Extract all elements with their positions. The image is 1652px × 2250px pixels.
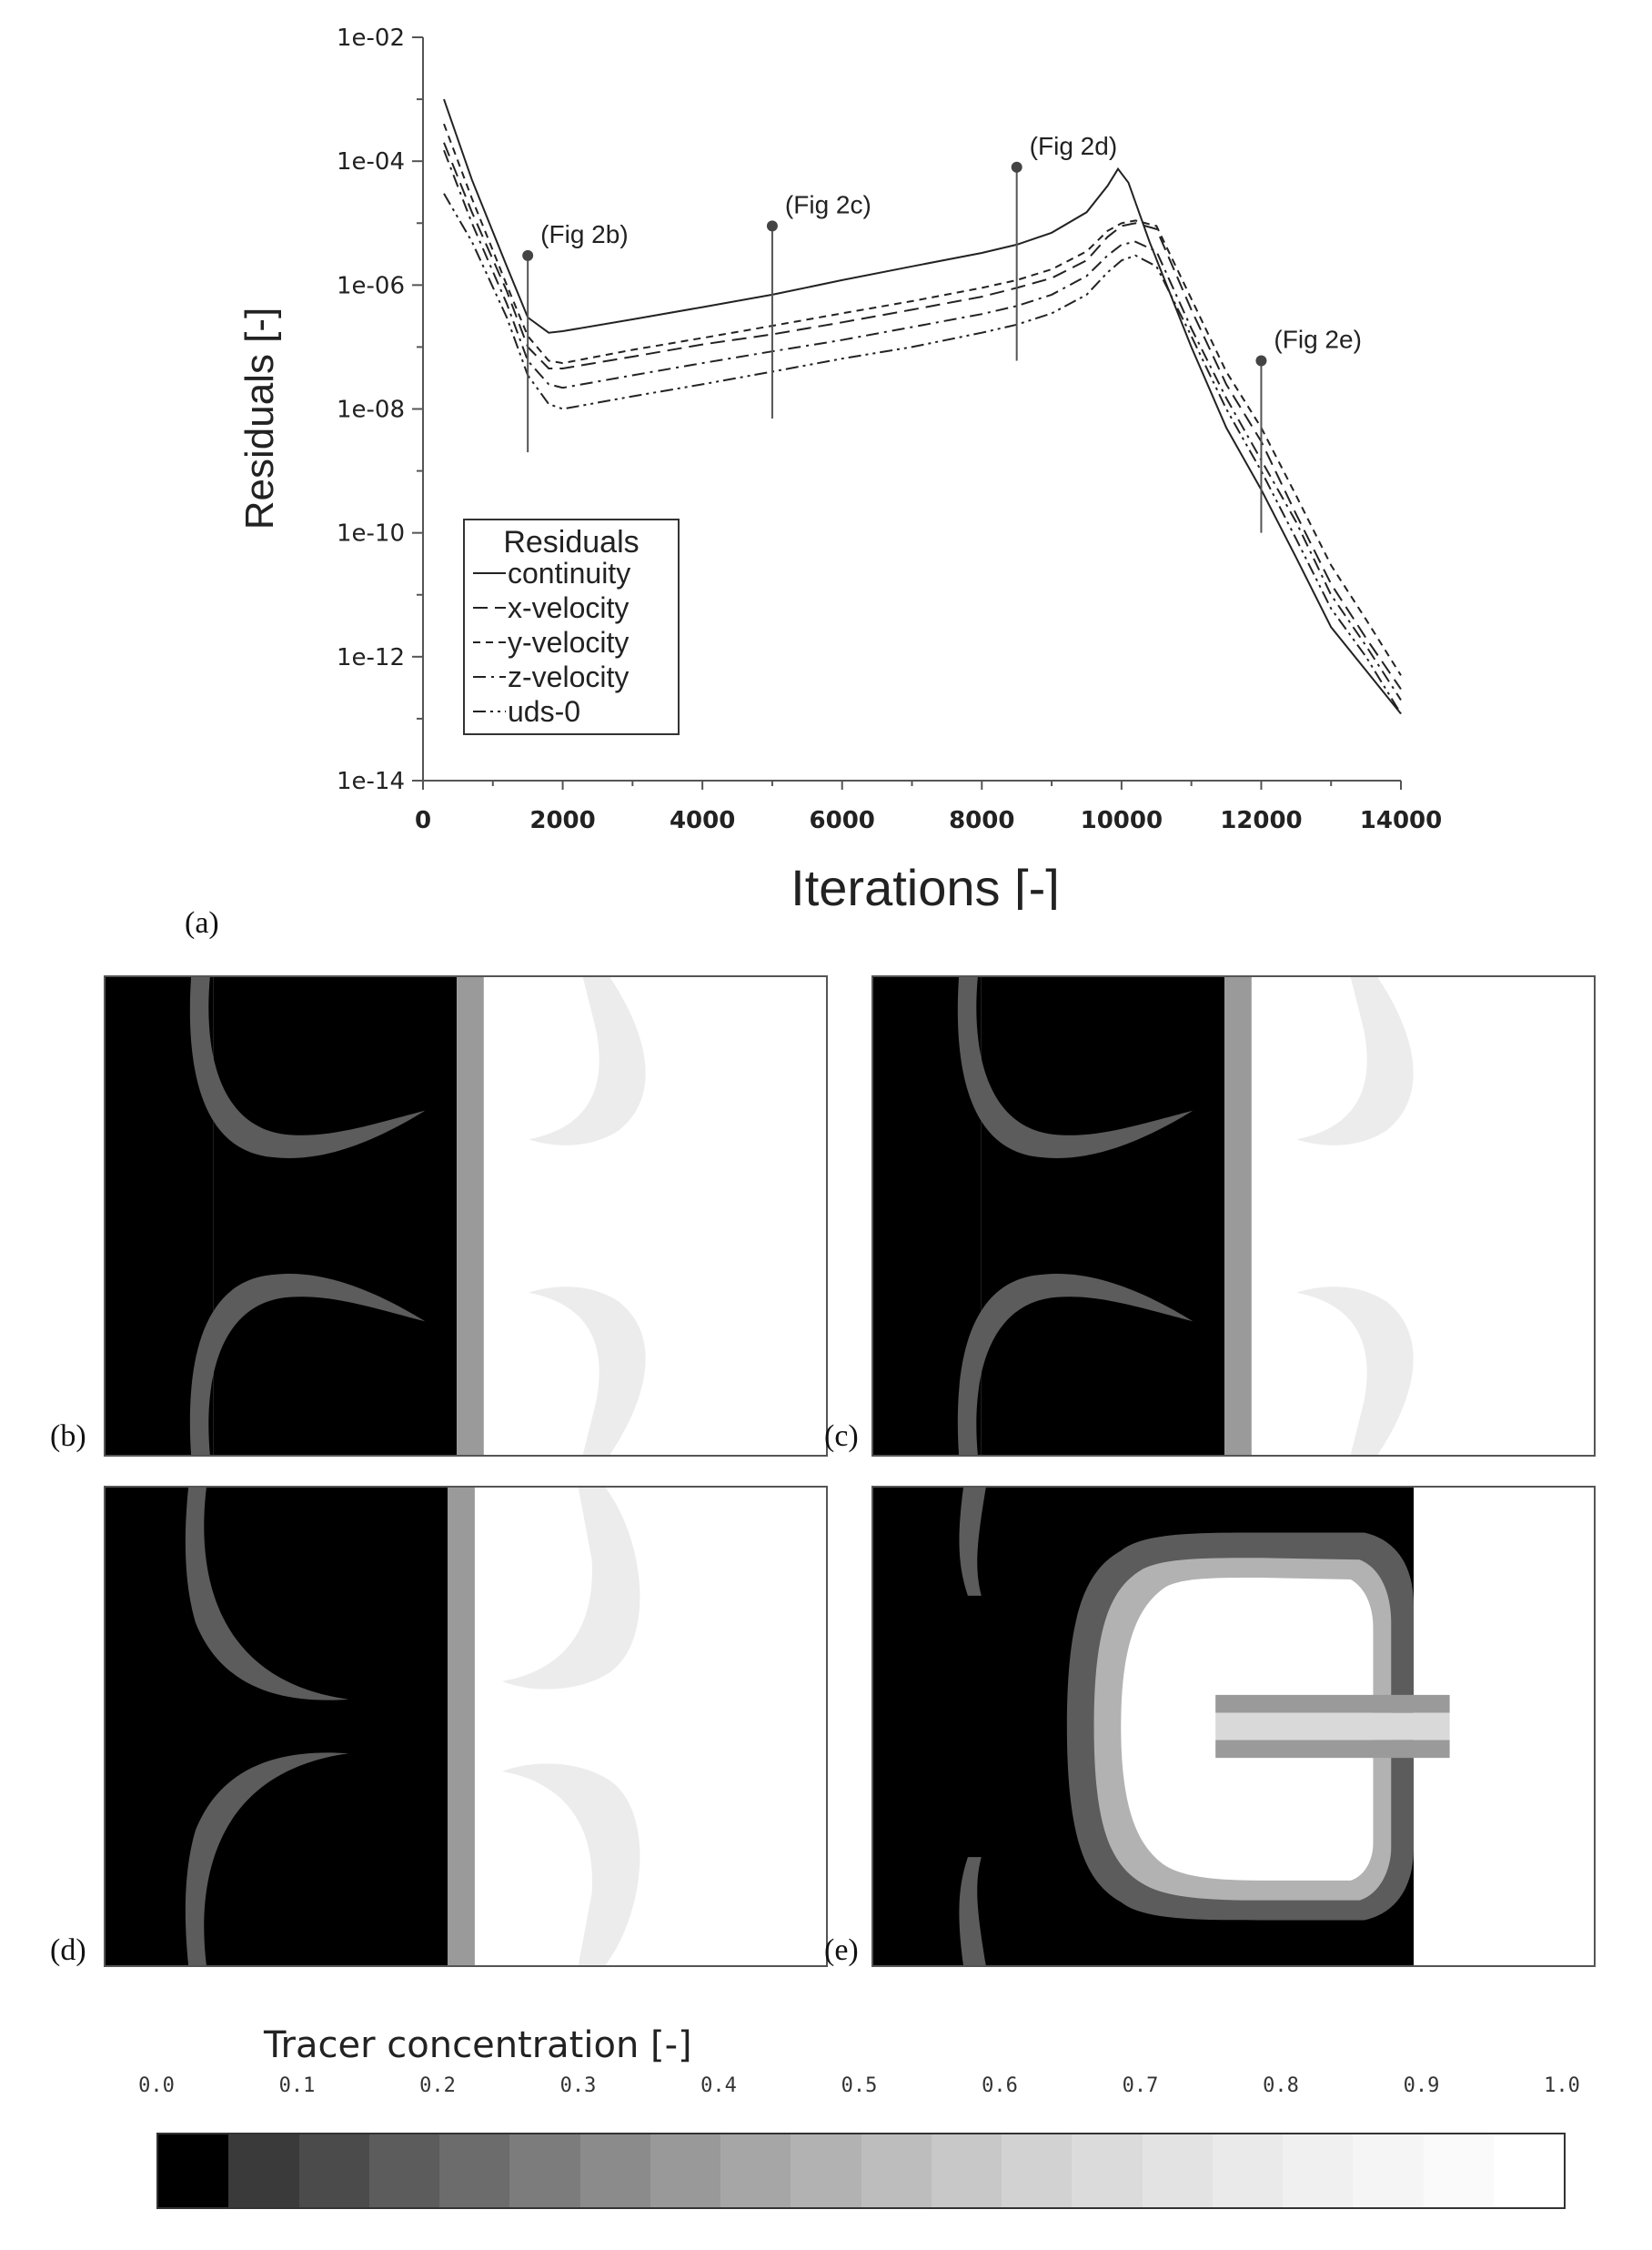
colorbar-segment [791, 2134, 861, 2207]
colorbar-segment [439, 2134, 510, 2207]
colorbar-segment [861, 2134, 932, 2207]
panel-label-b: (b) [50, 1419, 86, 1453]
colorbar-tick-label: 0.8 [1263, 2074, 1299, 2097]
colorbar-tick-label: 0.5 [841, 2074, 878, 2097]
contour-panel-d [104, 1486, 828, 1967]
colorbar-segment [1423, 2134, 1494, 2207]
legend-label: y-velocity [508, 626, 629, 659]
y-tick-label: 1e-08 [337, 397, 405, 424]
y-tick-label: 1e-10 [337, 520, 405, 548]
colorbar-ticks: 0.0 0.1 0.2 0.3 0.4 0.5 0.6 0.7 0.8 0.9 1.0 [0, 2074, 1652, 2111]
y-tick-label: 1e-12 [337, 644, 405, 671]
colorbar-tick-label: 1.0 [1544, 2074, 1580, 2097]
colorbar-tick-label: 0.9 [1403, 2074, 1440, 2097]
contour-image-e [873, 1488, 1594, 1965]
series-line-continuity [443, 98, 1402, 715]
panel-label-a: (a) [185, 906, 219, 940]
colorbar-segment [650, 2134, 720, 2207]
series-line-x-velocity [443, 142, 1402, 690]
y-tick-label: 1e-14 [337, 768, 405, 795]
panel-label-c: (c) [824, 1419, 859, 1453]
colorbar-segment [1283, 2134, 1354, 2207]
series-line-uds-0 [443, 193, 1402, 715]
x-tick-label: 2000 [529, 807, 595, 834]
legend-title: Residuals [503, 525, 639, 560]
x-tick-label: 4000 [670, 807, 735, 834]
series-line-z-velocity [443, 149, 1402, 701]
y-axis: 1e-02 1e-04 1e-06 1e-08 1e-10 1e-12 1e-14 [337, 25, 424, 795]
colorbar-segment [1493, 2134, 1564, 2207]
colorbar-tick-label: 0.6 [982, 2074, 1018, 2097]
annotation-marker [1255, 355, 1267, 367]
x-tick-label: 0 [415, 807, 431, 834]
colorbar-segment [1072, 2134, 1143, 2207]
colorbar-segment [509, 2134, 580, 2207]
colorbar-tick-label: 0.4 [700, 2074, 737, 2097]
x-tick-label: 14000 [1360, 807, 1442, 834]
annotation-label: (Fig 2e) [1274, 326, 1361, 354]
colorbar-tick-label: 0.7 [1122, 2074, 1159, 2097]
colorbar [156, 2133, 1566, 2209]
contour-panel-e [871, 1486, 1596, 1967]
x-tick-label: 12000 [1220, 807, 1302, 834]
legend: Residuals continuityx-velocityy-velocity… [463, 519, 680, 735]
colorbar-segment [228, 2134, 299, 2207]
colorbar-segment [1002, 2134, 1073, 2207]
x-tick-label: 10000 [1081, 807, 1163, 834]
x-axis-label: Iterations [-] [791, 859, 1060, 910]
series-layer [443, 98, 1402, 715]
y-tick-label: 1e-06 [337, 272, 405, 299]
series-line-y-velocity [443, 123, 1402, 676]
annotation-marker [522, 249, 534, 261]
colorbar-segment [158, 2134, 229, 2207]
legend-label: uds-0 [508, 695, 580, 728]
annotation-label: (Fig 2d) [1030, 132, 1117, 160]
colorbar-title: Tracer concentration [-] [264, 2024, 692, 2066]
annotation-layer: (Fig 2b) (Fig 2c) (Fig 2d) (Fig 2e) [522, 132, 1362, 533]
y-axis-label: Residuals [-] [237, 308, 282, 530]
contour-image-d [106, 1488, 826, 1965]
colorbar-tick-label: 0.3 [559, 2074, 597, 2097]
colorbar-tick-label: 0.2 [419, 2074, 456, 2097]
colorbar-segment [579, 2134, 650, 2207]
colorbar-segment [368, 2134, 439, 2207]
colorbar-segment [1353, 2134, 1424, 2207]
y-tick-label: 1e-04 [337, 148, 405, 176]
x-axis: 0 2000 4000 6000 8000 10000 12000 14000 [415, 780, 1442, 834]
legend-box [463, 519, 680, 735]
colorbar-tick-label: 0.1 [278, 2074, 316, 2097]
annotation-marker [766, 220, 778, 232]
colorbar-segment [1142, 2134, 1213, 2207]
colorbar-tick-label: 0.0 [138, 2074, 175, 2097]
annotation-label: (Fig 2c) [785, 190, 871, 218]
annotation-label: (Fig 2b) [540, 220, 628, 248]
contour-image-b [106, 977, 826, 1455]
legend-label: continuity [508, 557, 630, 590]
contour-image-c [873, 977, 1594, 1455]
residuals-chart: 1e-02 1e-04 1e-06 1e-08 1e-10 1e-12 1e-14 0 200… [237, 25, 1442, 910]
colorbar-segment [298, 2134, 369, 2207]
panel-label-d: (d) [50, 1933, 86, 1967]
legend-label: x-velocity [508, 591, 629, 624]
contour-panel-c [871, 975, 1596, 1457]
colorbar-segment [1212, 2134, 1283, 2207]
annotation-marker [1011, 161, 1022, 173]
colorbar-segment [720, 2134, 791, 2207]
y-tick-label: 1e-02 [337, 25, 405, 52]
legend-label: z-velocity [508, 661, 629, 693]
contour-panel-b [104, 975, 828, 1457]
panel-label-e: (e) [824, 1933, 859, 1967]
x-tick-label: 6000 [810, 807, 875, 834]
colorbar-segment [931, 2134, 1002, 2207]
x-tick-label: 8000 [949, 807, 1014, 834]
